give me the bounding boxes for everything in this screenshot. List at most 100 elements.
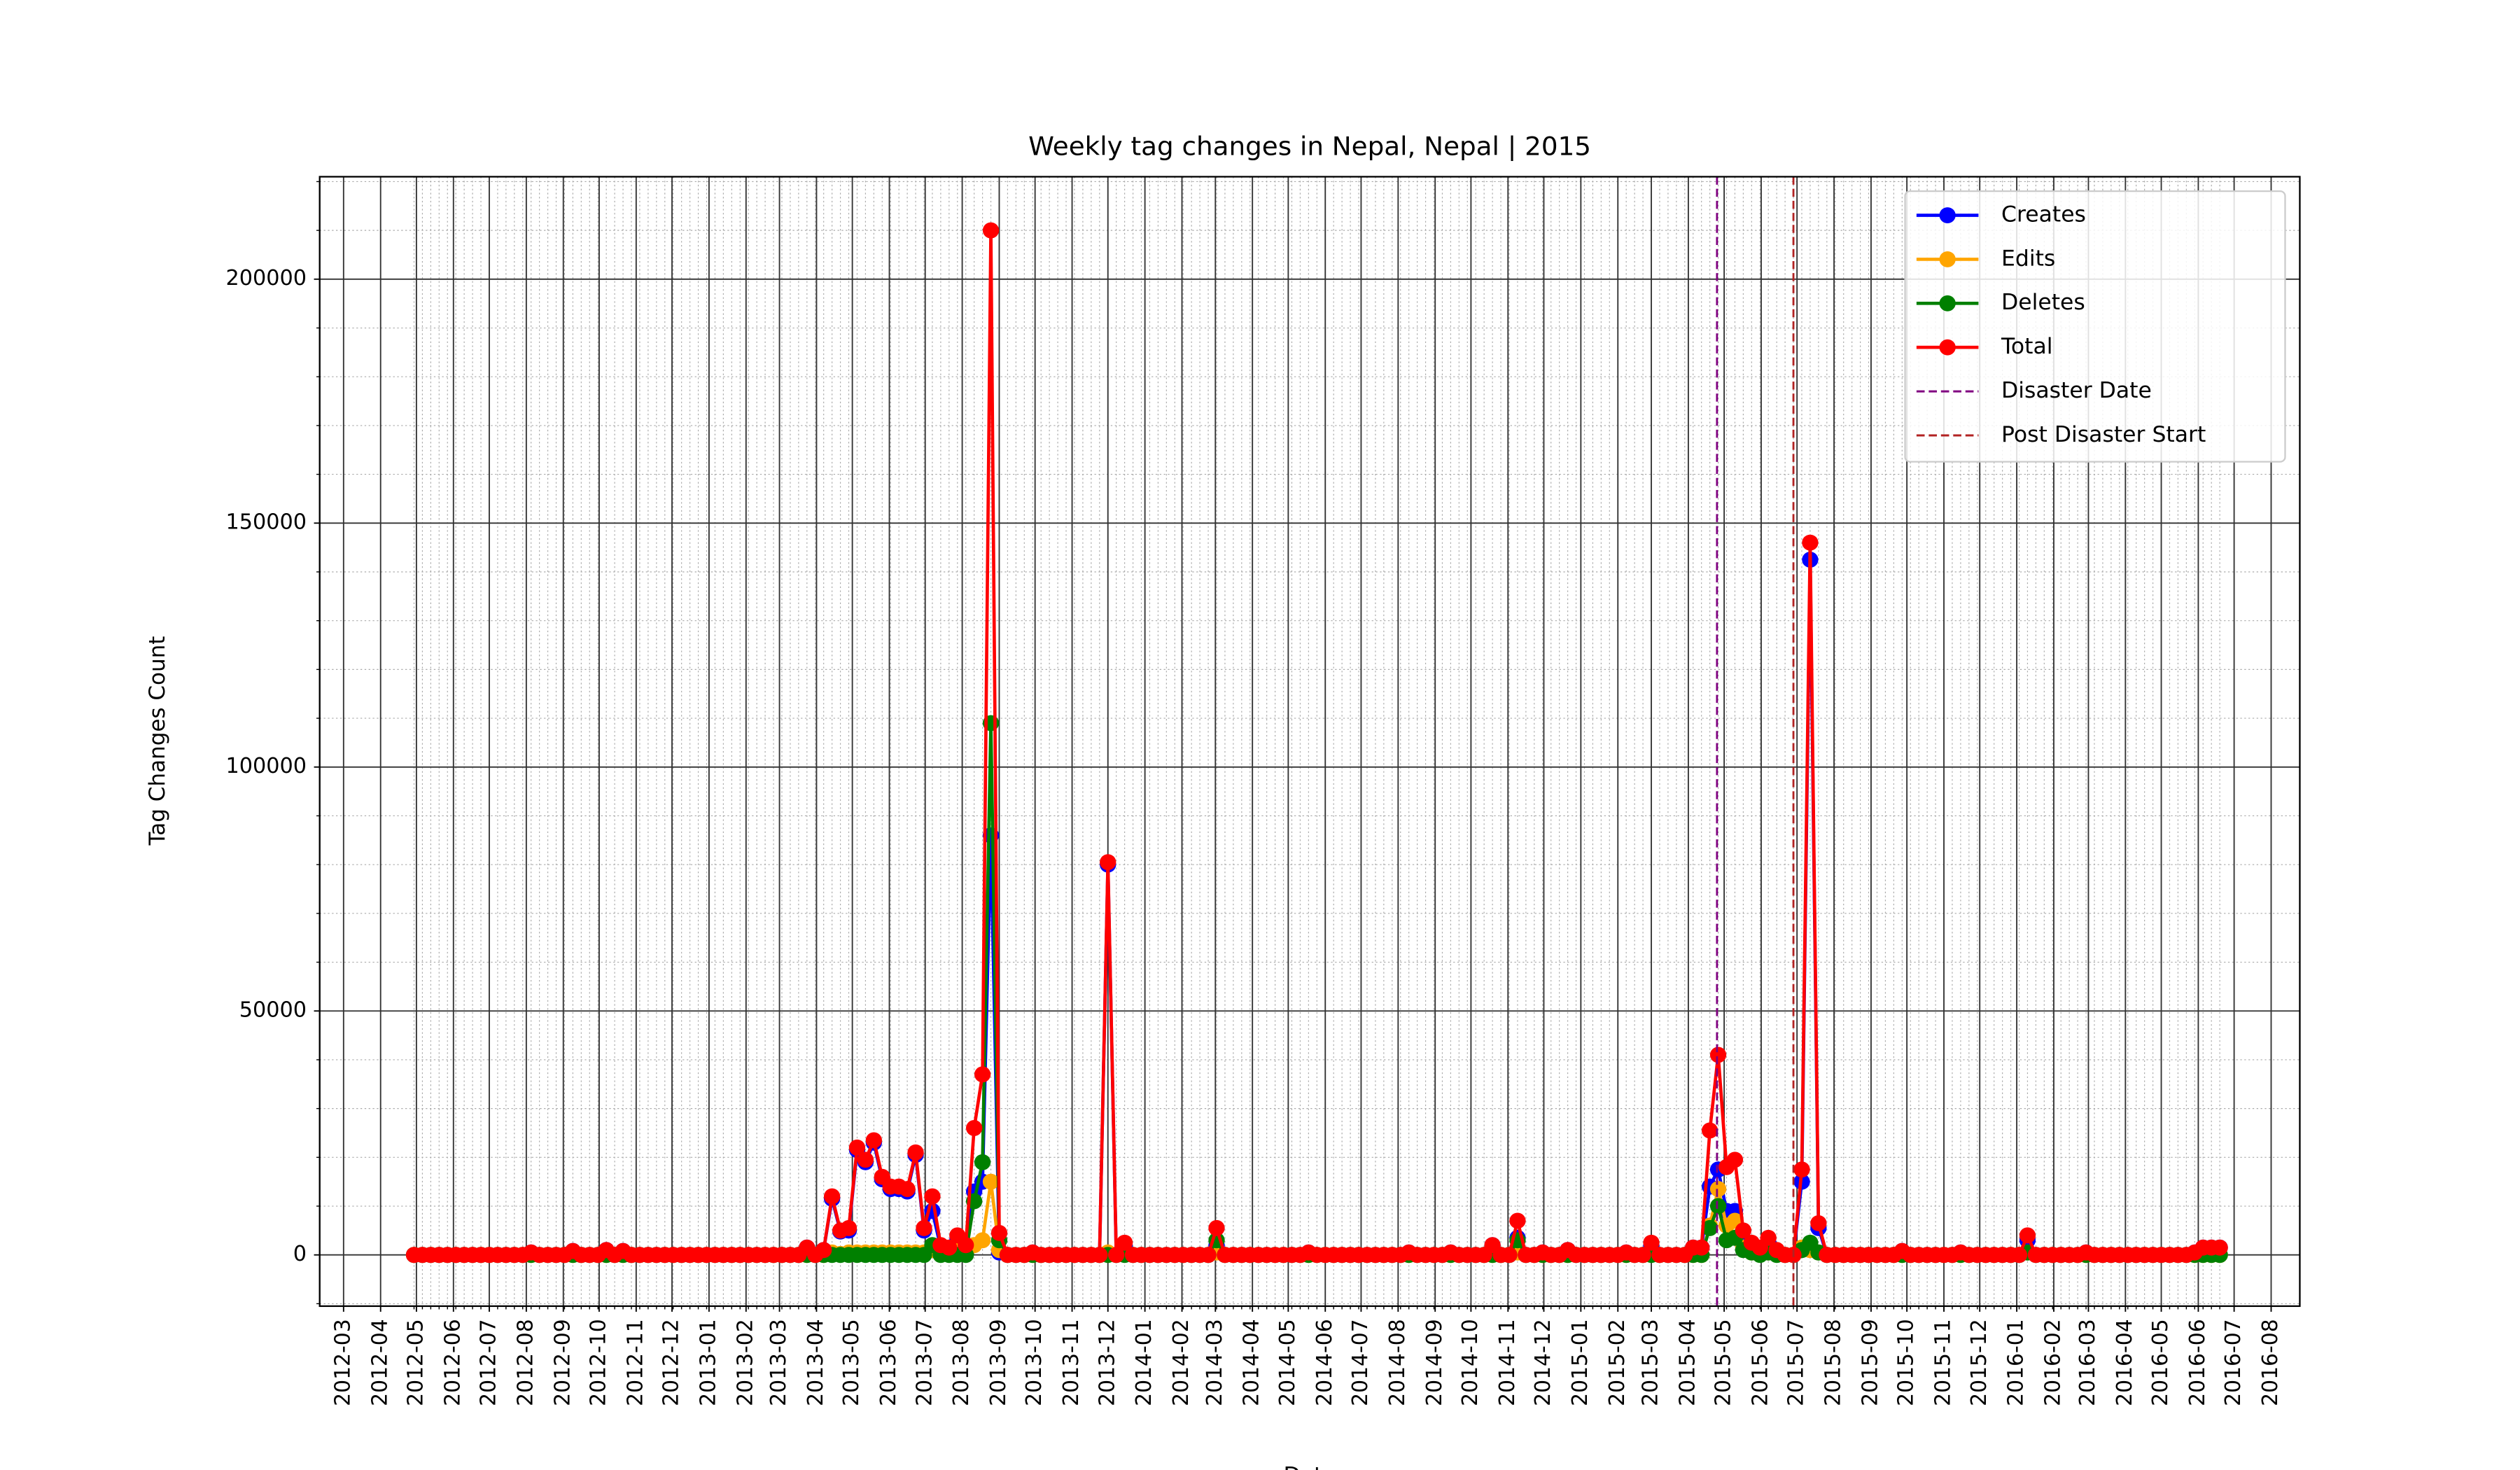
legend-marker (1939, 251, 1956, 267)
x-tick-label: 2012-06 (440, 1319, 465, 1406)
data-point (1810, 1214, 1827, 1231)
x-tick-label: 2013-06 (876, 1319, 901, 1406)
data-point (1693, 1239, 1710, 1256)
data-point (823, 1188, 841, 1205)
x-tick-label: 2014-12 (1531, 1319, 1555, 1406)
x-tick-label: 2014-09 (1422, 1319, 1447, 1406)
data-point (916, 1219, 932, 1236)
x-tick-label: 2012-09 (550, 1319, 575, 1406)
x-tick-label: 2012-12 (659, 1319, 683, 1406)
x-tick-label: 2014-06 (1312, 1319, 1337, 1406)
data-point (1643, 1234, 1660, 1251)
x-tick-label: 2012-07 (476, 1319, 500, 1406)
data-point (1709, 1181, 1727, 1198)
x-tick-label: 2014-05 (1275, 1319, 1300, 1406)
x-tick-label: 2015-01 (1568, 1319, 1592, 1406)
data-point (982, 222, 1000, 239)
plot-area (405, 222, 2228, 1264)
data-point (941, 1239, 958, 1256)
x-tick-label: 2013-12 (1095, 1319, 1119, 1406)
data-point (1091, 1247, 1108, 1264)
x-tick-label: 2013-04 (804, 1319, 828, 1406)
data-point (974, 1154, 991, 1170)
data-point (1793, 1161, 1810, 1178)
legend-marker (1939, 295, 1956, 312)
x-tick-label: 2013-05 (839, 1319, 864, 1406)
legend-label: Edits (2001, 246, 2055, 272)
legend-label: Post Disaster Start (2001, 422, 2206, 447)
x-tick-label: 2014-01 (1132, 1319, 1156, 1406)
x-tick-label: 2013-10 (1022, 1319, 1046, 1406)
data-point (1208, 1219, 1225, 1236)
legend-label: Creates (2001, 202, 2086, 227)
data-point (1509, 1212, 1526, 1229)
x-tick-label: 2013-02 (733, 1319, 757, 1406)
x-tick-label: 2015-04 (1675, 1319, 1700, 1406)
x-tick-label: 2014-04 (1240, 1319, 1264, 1406)
data-point (982, 1173, 1000, 1190)
x-tick-label: 2015-06 (1748, 1319, 1772, 1406)
x-tick-label: 2015-08 (1821, 1319, 1845, 1406)
y-tick-label: 50000 (239, 998, 307, 1023)
legend-label: Total (2001, 334, 2052, 359)
data-point (907, 1144, 924, 1161)
data-point (1709, 1198, 1727, 1214)
x-tick-label: 2012-05 (403, 1319, 428, 1406)
data-point (1634, 1247, 1651, 1264)
data-point (1501, 1247, 1518, 1264)
x-tick-label: 2014-02 (1169, 1319, 1194, 1406)
x-tick-label: 2016-02 (2040, 1319, 2065, 1406)
legend-box (1904, 190, 2286, 463)
x-tick-label: 2013-09 (986, 1319, 1011, 1406)
data-point (1701, 1122, 1718, 1139)
y-tick-label: 200000 (225, 266, 307, 290)
x-tick-label: 2014-08 (1385, 1319, 1410, 1406)
x-tick-label: 2015-10 (1893, 1319, 1918, 1406)
y-tick-label: 150000 (225, 510, 307, 535)
x-tick-label: 2014-11 (1495, 1319, 1520, 1406)
data-point (974, 1066, 991, 1083)
data-point (848, 1139, 866, 1156)
x-tick-label: 2012-10 (586, 1319, 610, 1406)
y-axis-label: Tag Changes Count (145, 636, 170, 846)
x-tick-label: 2013-08 (949, 1319, 974, 1406)
data-point (899, 1181, 916, 1198)
data-point (924, 1188, 941, 1205)
x-tick-label: 2015-03 (1638, 1319, 1662, 1406)
data-point (1200, 1247, 1217, 1264)
x-tick-label: 2012-11 (623, 1319, 648, 1406)
x-tick-label: 2013-01 (696, 1319, 720, 1406)
data-point (1709, 1046, 1727, 1063)
x-tick-label: 2012-04 (368, 1319, 392, 1406)
x-tick-label: 2015-05 (1711, 1319, 1735, 1406)
x-tick-label: 2013-11 (1059, 1319, 1084, 1406)
data-point (974, 1232, 991, 1249)
x-tick-label: 2016-04 (2113, 1319, 2137, 1406)
x-tick-label: 2015-07 (1784, 1319, 1809, 1406)
data-point (1760, 1229, 1777, 1246)
legend-label: Deletes (2001, 290, 2085, 315)
data-point (965, 1120, 983, 1136)
data-point (857, 1152, 874, 1168)
x-tick-label: 2015-11 (1931, 1319, 1955, 1406)
data-point (1116, 1234, 1133, 1251)
legend-label: Disaster Date (2001, 378, 2152, 403)
data-point (840, 1219, 858, 1236)
x-tick-label: 2016-06 (2185, 1319, 2210, 1406)
chart-title: Weekly tag changes in Nepal, Nepal | 201… (1028, 132, 1591, 162)
x-tick-label: 2016-01 (2003, 1319, 2028, 1406)
data-point (1701, 1219, 1718, 1236)
x-tick-label: 2015-09 (1858, 1319, 1882, 1406)
data-point (865, 1132, 882, 1149)
x-tick-label: 2013-03 (766, 1319, 791, 1406)
y-tick-label: 0 (293, 1242, 307, 1266)
x-tick-label: 2014-07 (1348, 1319, 1373, 1406)
data-point (958, 1237, 974, 1254)
x-tick-label: 2016-05 (2148, 1319, 2173, 1406)
plot-frame (318, 176, 2301, 1308)
x-axis-label: Date (1283, 1463, 1336, 1470)
data-point (1108, 1247, 1125, 1264)
x-tick-label: 2014-03 (1203, 1319, 1227, 1406)
